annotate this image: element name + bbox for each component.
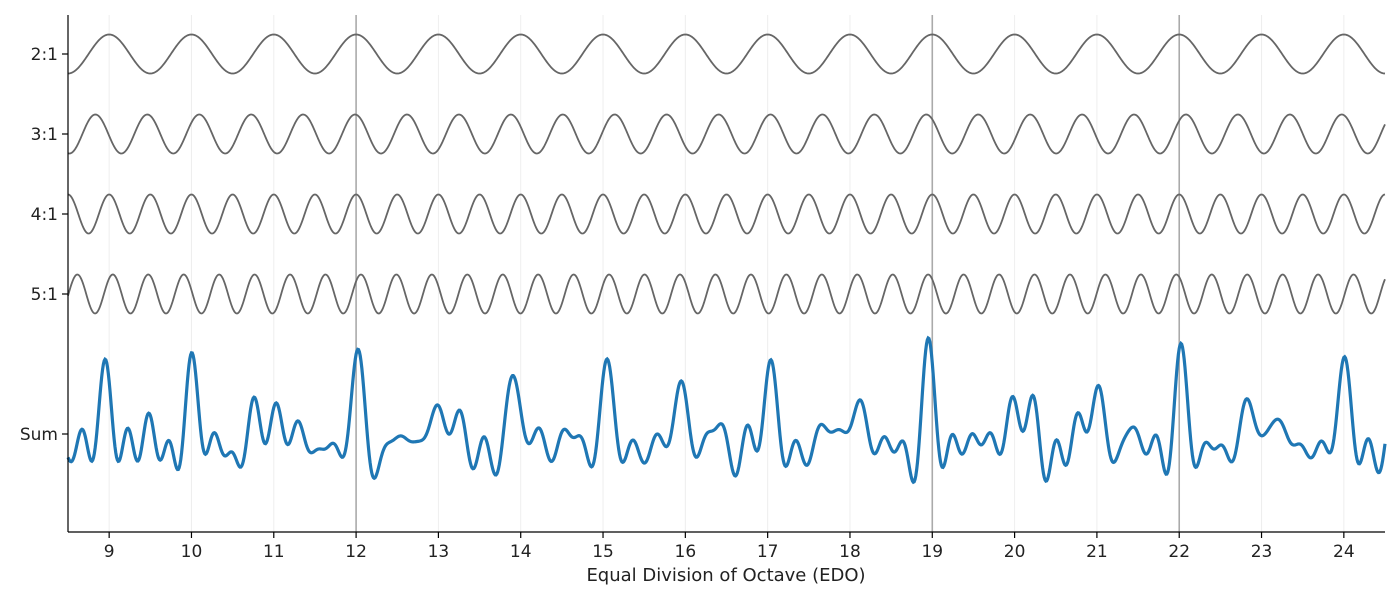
series-line-4-1 bbox=[67, 193, 1386, 235]
x-tick-label: 20 bbox=[1004, 542, 1026, 562]
x-tick-label: 23 bbox=[1251, 542, 1273, 562]
x-tick-label: 15 bbox=[592, 542, 614, 562]
highlight-lines bbox=[355, 15, 1181, 532]
series-line-5-1 bbox=[67, 273, 1386, 315]
axes bbox=[67, 15, 1385, 533]
x-tick-label: 11 bbox=[263, 542, 285, 562]
x-tick-label: 10 bbox=[181, 542, 203, 562]
x-tick-label: 16 bbox=[675, 542, 697, 562]
x-ticks: 9 10 11 12 13 14 15 16 17 18 19 20 21 22 23 24 bbox=[104, 532, 1355, 562]
y-tick-label: Sum bbox=[20, 425, 58, 445]
x-axis-title: Equal Division of Octave (EDO) bbox=[586, 565, 865, 586]
series-line-2-1 bbox=[67, 33, 1386, 75]
y-tick-label: 2:1 bbox=[31, 45, 58, 65]
x-tick-label: 12 bbox=[345, 542, 367, 562]
x-tick-label: 22 bbox=[1168, 542, 1190, 562]
x-tick-label: 17 bbox=[757, 542, 779, 562]
grid-lines bbox=[108, 15, 1345, 532]
series-line-3-1 bbox=[67, 113, 1386, 155]
x-tick-label: 9 bbox=[104, 542, 115, 562]
y-tick-label: 4:1 bbox=[31, 205, 58, 225]
x-tick-label: 14 bbox=[510, 542, 532, 562]
x-tick-label: 18 bbox=[839, 542, 861, 562]
y-ticks: 2:1 3:1 4:1 5:1 Sum bbox=[20, 45, 68, 445]
x-tick-label: 24 bbox=[1333, 542, 1355, 562]
series-curves bbox=[66, 33, 1387, 485]
x-tick-label: 21 bbox=[1086, 542, 1108, 562]
y-tick-label: 3:1 bbox=[31, 125, 58, 145]
series-line-sum bbox=[66, 335, 1387, 485]
y-tick-label: 5:1 bbox=[31, 285, 58, 305]
x-tick-label: 19 bbox=[921, 542, 943, 562]
x-tick-label: 13 bbox=[428, 542, 450, 562]
